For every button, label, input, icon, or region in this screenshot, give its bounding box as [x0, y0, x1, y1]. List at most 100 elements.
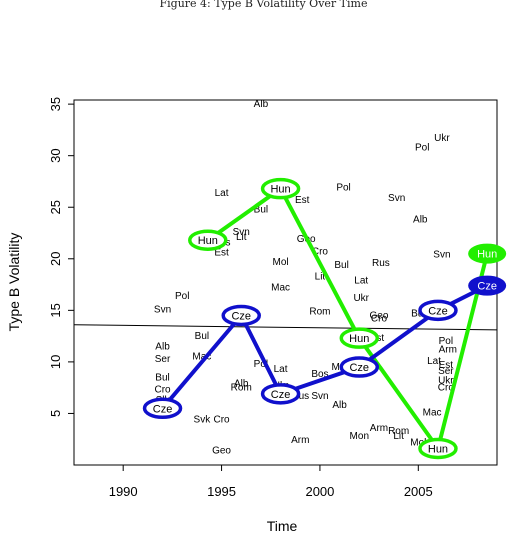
- series-marker: [260, 177, 301, 200]
- series-marker-label: Cze: [428, 305, 448, 317]
- point-label: Est: [295, 195, 310, 206]
- point-label: Ukr: [434, 133, 450, 144]
- point-label: Geo: [212, 446, 231, 457]
- series-marker: [468, 243, 507, 264]
- point-label: Svn: [311, 391, 328, 402]
- highlight-series: Hun Hun Hun Hun Hun Cze Cze Cze Cze Cze Cze: [142, 177, 507, 460]
- reference-line: [73, 324, 498, 331]
- series-marker-label: Hun: [477, 249, 497, 261]
- point-label: Cro: [312, 247, 329, 258]
- point-label: Arm: [370, 423, 388, 434]
- point-label: Pol: [175, 291, 189, 302]
- series-marker-label: Hun: [198, 235, 218, 247]
- x-axis-label: Time: [267, 518, 298, 534]
- point-label: Svn: [154, 304, 171, 315]
- point-label: Cro: [213, 415, 230, 426]
- point-label: Lit: [315, 271, 326, 282]
- point-label: Svn: [388, 193, 405, 204]
- point-label: Bul: [334, 260, 348, 271]
- series-marker-label: Hun: [349, 333, 369, 345]
- reference-line-group: [73, 324, 498, 331]
- y-tick-label: 35: [48, 97, 63, 111]
- point-label: Alb: [413, 215, 428, 226]
- point-label: Bul: [195, 331, 209, 342]
- point-label: Svn: [233, 227, 250, 238]
- x-tick-label: 2005: [404, 484, 433, 499]
- point-label: Bul: [254, 204, 268, 215]
- point-labels: AlbUkrPolPolLatEstSvnBulAlbSvnLitRusEstG…: [153, 99, 457, 456]
- series-marker: [142, 397, 183, 420]
- point-label: Rom: [309, 306, 330, 317]
- point-label: Cro: [438, 383, 455, 394]
- point-label: Alb: [234, 379, 249, 390]
- point-label: Lat: [427, 356, 441, 367]
- series-marker: [260, 383, 301, 405]
- point-label: Rom: [388, 426, 409, 437]
- series-hun: Hun Hun Hun Hun Hun: [188, 177, 507, 460]
- point-label: Lat: [274, 364, 288, 375]
- point-label: Est: [439, 360, 454, 371]
- y-axis-label: Type B Volatility: [6, 233, 22, 332]
- x-tick-label: 1990: [109, 484, 138, 499]
- series-cze: Cze Cze Cze Cze Cze Cze: [142, 275, 507, 420]
- series-marker-label: Cze: [271, 389, 291, 401]
- y-tick-label: 25: [48, 200, 63, 214]
- x-tick-label: 1995: [207, 484, 236, 499]
- point-label: Lat: [215, 188, 229, 199]
- point-label: Ser: [438, 366, 454, 377]
- point-label: Svk: [194, 415, 212, 426]
- series-marker: [468, 275, 507, 296]
- point-label: Alb: [332, 400, 347, 411]
- point-label: Pol: [415, 142, 429, 153]
- series-marker-label: Hun: [270, 184, 290, 196]
- point-label: Lit: [236, 232, 247, 243]
- point-label: Rus: [291, 391, 309, 402]
- point-label: Pol: [254, 359, 268, 370]
- axes: 1990 1995 2000 2005 5 10 15 20 25 30 35: [48, 97, 433, 499]
- point-label: Est: [214, 248, 229, 259]
- point-label: Arm: [439, 344, 457, 355]
- series-marker-label: Hun: [428, 444, 448, 456]
- point-label: Pol: [336, 183, 350, 194]
- point-label: Ukr: [353, 293, 369, 304]
- point-label: Lat: [354, 275, 368, 286]
- point-label: Cro: [371, 314, 388, 325]
- point-label: Mol: [273, 257, 289, 268]
- point-label: Lit: [393, 431, 404, 442]
- point-label: Alb: [254, 99, 269, 110]
- point-label: Rus: [372, 258, 390, 269]
- y-tick-label: 20: [48, 252, 63, 266]
- y-tick-label: 30: [48, 148, 63, 162]
- point-label: Geo: [370, 310, 389, 321]
- point-label: Ser: [155, 354, 171, 365]
- point-label: Arm: [291, 435, 309, 446]
- point-label: Mol: [410, 437, 426, 448]
- series-marker: [418, 437, 458, 460]
- point-label: Mac: [192, 352, 211, 363]
- series-marker: [339, 356, 380, 378]
- point-label: Bul: [411, 308, 425, 319]
- point-label: Cro: [154, 385, 171, 396]
- series-marker-label: Cze: [231, 310, 251, 322]
- series-marker: [339, 327, 380, 349]
- series-marker-label: Cze: [153, 403, 173, 415]
- y-tick-label: 10: [48, 355, 63, 369]
- point-label: Alb: [155, 341, 170, 352]
- point-label: Ukr: [438, 375, 454, 386]
- point-label: Pol: [439, 336, 453, 347]
- point-label: Svn: [433, 250, 450, 261]
- series-marker: [188, 229, 228, 251]
- point-label: Bos: [311, 369, 328, 380]
- series-marker-label: Cze: [349, 362, 369, 374]
- point-label: Mac: [271, 283, 290, 294]
- series-marker: [221, 304, 261, 327]
- y-tick-label: 15: [48, 303, 63, 317]
- series-marker: [418, 299, 458, 322]
- y-tick-label: 5: [48, 410, 63, 417]
- series-marker-label: Cze: [477, 281, 497, 293]
- x-tick-label: 2000: [305, 484, 334, 499]
- point-label: Rom: [231, 383, 252, 394]
- point-label: Mac: [423, 407, 442, 418]
- point-label: Mon: [350, 431, 369, 442]
